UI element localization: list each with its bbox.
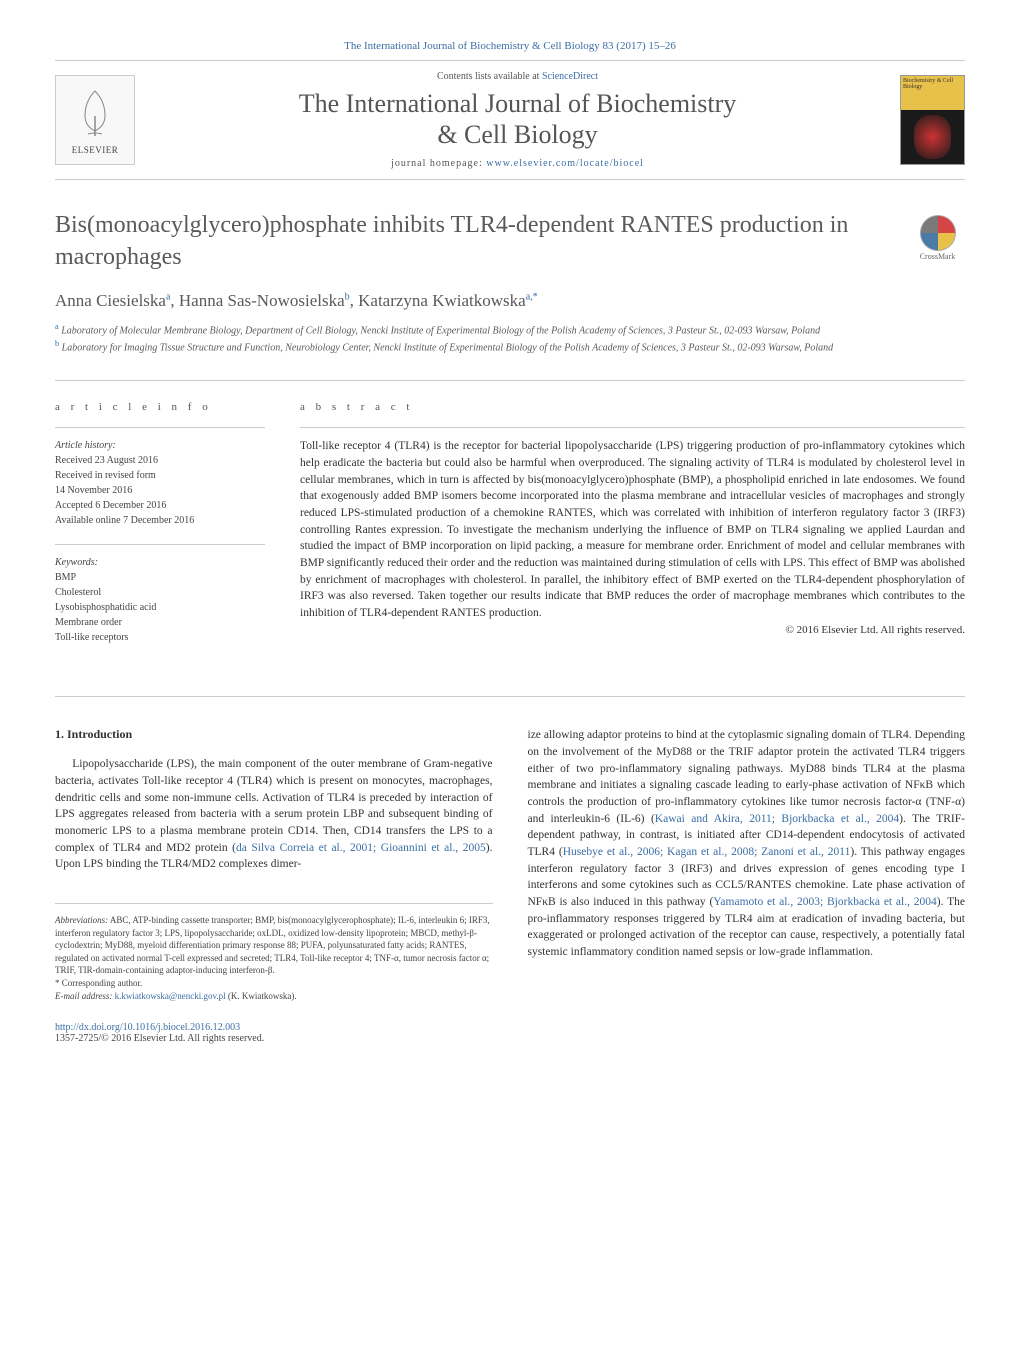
abstract: a b s t r a c t Toll-like receptor 4 (TL…: [300, 401, 965, 661]
history-item: 14 November 2016: [55, 483, 265, 498]
email-line: E-mail address: k.kwiatkowska@nencki.gov…: [55, 990, 493, 1003]
doi-link[interactable]: http://dx.doi.org/10.1016/j.biocel.2016.…: [55, 1022, 965, 1033]
ref-kawai[interactable]: Kawai and Akira, 2011; Bjorkbacka et al.…: [655, 813, 899, 825]
cover-bottom: [901, 110, 964, 165]
keyword: Membrane order: [55, 615, 265, 630]
homepage-link[interactable]: www.elsevier.com/locate/biocel: [486, 158, 644, 169]
history-label: Article history:: [55, 438, 265, 453]
abbreviations: Abbreviations: ABC, ATP-binding cassette…: [55, 914, 493, 977]
email-link[interactable]: k.kwiatkowska@nencki.gov.pl: [115, 991, 226, 1001]
ref-dasilva[interactable]: da Silva Correia et al., 2001; Gioannini…: [236, 842, 486, 854]
crossmark-icon: [919, 214, 957, 252]
elsevier-logo: ELSEVIER: [55, 75, 135, 165]
keyword: Cholesterol: [55, 585, 265, 600]
journal-name: The International Journal of Biochemistr…: [155, 88, 880, 150]
article-info: a r t i c l e i n f o Article history: R…: [55, 401, 265, 661]
history-item: Available online 7 December 2016: [55, 513, 265, 528]
abbrev-label: Abbreviations:: [55, 915, 108, 925]
affiliations: a Laboratory of Molecular Membrane Biolo…: [55, 321, 965, 356]
history-item: Received in revised form: [55, 468, 265, 483]
left-column: 1. Introduction Lipopolysaccharide (LPS)…: [55, 727, 493, 1002]
header-center: Contents lists available at ScienceDirec…: [135, 71, 900, 169]
sciencedirect-link[interactable]: ScienceDirect: [542, 71, 598, 82]
journal-cover-thumb: Biochemistry & Cell Biology: [900, 75, 965, 165]
intro-heading: 1. Introduction: [55, 727, 493, 742]
intro-paragraph-1: Lipopolysaccharide (LPS), the main compo…: [55, 756, 493, 873]
keywords-block: Keywords: BMPCholesterolLysobisphosphati…: [55, 544, 265, 645]
author: Hanna Sas-Nowosielska: [179, 291, 345, 310]
elsevier-tree-icon: [70, 86, 120, 141]
journal-name-line2: & Cell Biology: [155, 119, 880, 150]
intro-paragraph-2: ize allowing adaptor proteins to bind at…: [528, 727, 966, 960]
authors: Anna Ciesielskaa, Hanna Sas-Nowosielskab…: [55, 291, 965, 311]
author: Katarzyna Kwiatkowska: [358, 291, 526, 310]
abbrev-text: ABC, ATP-binding cassette transporter; B…: [55, 915, 490, 975]
crossmark-badge[interactable]: CrossMark: [910, 210, 965, 265]
history-item: Accepted 6 December 2016: [55, 498, 265, 513]
article-history: Article history: Received 23 August 2016…: [55, 427, 265, 528]
p2-a: ize allowing adaptor proteins to bind at…: [528, 729, 966, 824]
crossmark-label: CrossMark: [920, 252, 956, 261]
article-title: Bis(monoacylglycero)phosphate inhibits T…: [55, 210, 890, 272]
cover-top: Biochemistry & Cell Biology: [901, 76, 964, 109]
ref-husebye[interactable]: Husebye et al., 2006; Kagan et al., 2008…: [563, 846, 851, 858]
affil-sup: b: [55, 339, 59, 348]
history-item: Received 23 August 2016: [55, 453, 265, 468]
email-label: E-mail address:: [55, 991, 115, 1001]
elsevier-label: ELSEVIER: [72, 145, 119, 155]
footnotes: Abbreviations: ABC, ATP-binding cassette…: [55, 903, 493, 1002]
corresponding-author: * Corresponding author.: [55, 977, 493, 990]
divider: [55, 380, 965, 381]
info-label: a r t i c l e i n f o: [55, 401, 265, 413]
keyword: BMP: [55, 570, 265, 585]
journal-name-line1: The International Journal of Biochemistr…: [155, 88, 880, 119]
affiliation: Laboratory of Molecular Membrane Biology…: [61, 325, 820, 336]
issn-copyright: 1357-2725/© 2016 Elsevier Ltd. All right…: [55, 1033, 965, 1044]
author: Anna Ciesielska: [55, 291, 166, 310]
top-citation-link[interactable]: The International Journal of Biochemistr…: [55, 40, 965, 52]
abstract-text: Toll-like receptor 4 (TLR4) is the recep…: [300, 427, 965, 621]
contents-line: Contents lists available at ScienceDirec…: [155, 71, 880, 82]
homepage-line: journal homepage: www.elsevier.com/locat…: [155, 158, 880, 169]
abstract-copyright: © 2016 Elsevier Ltd. All rights reserved…: [300, 624, 965, 636]
right-column: ize allowing adaptor proteins to bind at…: [528, 727, 966, 1002]
contents-prefix: Contents lists available at: [437, 71, 542, 82]
affil-sup: a: [55, 322, 59, 331]
abstract-label: a b s t r a c t: [300, 401, 965, 413]
keywords-label: Keywords:: [55, 555, 265, 570]
divider-2: [55, 696, 965, 697]
ref-yamamoto[interactable]: Yamamoto et al., 2003; Bjorkbacka et al.…: [713, 896, 937, 908]
homepage-prefix: journal homepage:: [391, 158, 486, 169]
keyword: Toll-like receptors: [55, 630, 265, 645]
affiliation: Laboratory for Imaging Tissue Structure …: [62, 342, 834, 353]
author-sup: a,*: [526, 291, 538, 302]
header-bar: ELSEVIER Contents lists available at Sci…: [55, 60, 965, 180]
p1-a: Lipopolysaccharide (LPS), the main compo…: [55, 758, 493, 853]
author-sup: a: [166, 291, 170, 302]
keyword: Lysobisphosphatidic acid: [55, 600, 265, 615]
email-suffix: (K. Kwiatkowska).: [226, 991, 297, 1001]
author-sup: b: [345, 291, 350, 302]
